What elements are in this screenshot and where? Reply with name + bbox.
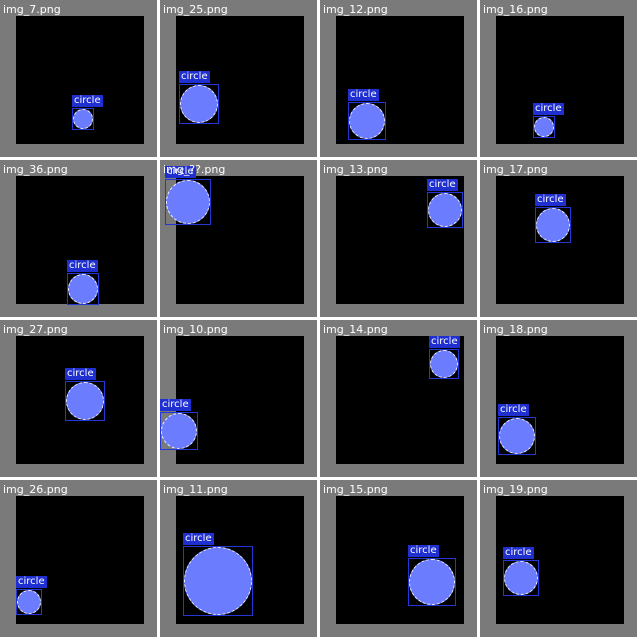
image-tile[interactable]: circle img_7.png	[0, 0, 157, 157]
circle-shape	[536, 208, 570, 242]
circle-shape	[180, 85, 218, 123]
circle-shape	[504, 561, 538, 595]
image-filename: img_15.png	[323, 483, 388, 496]
detection-label: circle	[65, 368, 96, 380]
detection-label: circle	[179, 71, 210, 83]
circle-shape	[17, 590, 41, 614]
image-filename: img_7.png	[3, 3, 61, 16]
image-tile[interactable]: circle img_19.png	[480, 480, 637, 637]
detection-label: circle	[535, 194, 566, 206]
bounding-box	[72, 108, 94, 130]
image-tile[interactable]: circle img_14.png	[320, 320, 477, 477]
bounding-box	[348, 102, 386, 140]
bounding-box	[67, 273, 99, 305]
bounding-box	[65, 381, 105, 421]
circle-shape	[534, 117, 554, 137]
image-filename: img_12.png	[323, 3, 388, 16]
circle-shape	[430, 350, 458, 378]
image-filename: img_19.png	[483, 483, 548, 496]
image-tile[interactable]: circle img_18.png	[480, 320, 637, 477]
image-canvas	[336, 496, 464, 624]
circle-shape	[499, 418, 535, 454]
image-filename: img_11.png	[163, 483, 228, 496]
image-filename: img_17.png	[483, 163, 548, 176]
detection-label: circle	[503, 547, 534, 559]
detection-label: circle	[533, 103, 564, 115]
image-tile[interactable]: circle img_12.png	[320, 0, 477, 157]
circle-shape	[66, 382, 104, 420]
image-filename: img_16.png	[483, 3, 548, 16]
bounding-box	[535, 207, 571, 243]
circle-shape	[349, 103, 385, 139]
bounding-box	[16, 589, 42, 615]
detection-label: circle	[498, 404, 529, 416]
bounding-box	[160, 412, 198, 450]
image-filename: img_25.png	[163, 3, 228, 16]
bounding-box	[408, 558, 456, 606]
bounding-box	[165, 179, 211, 225]
detection-label: circle	[160, 399, 191, 411]
image-filename: img_??.png	[163, 163, 226, 176]
bounding-box	[503, 560, 539, 596]
circle-shape	[166, 180, 210, 224]
image-filename: img_10.png	[163, 323, 228, 336]
image-tile[interactable]: circle img_??.png	[160, 160, 317, 317]
detection-label: circle	[72, 95, 103, 107]
circle-shape	[428, 193, 462, 227]
detection-label: circle	[67, 260, 98, 272]
image-tile[interactable]: circle img_27.png	[0, 320, 157, 477]
image-tile[interactable]: circle img_10.png	[160, 320, 317, 477]
image-tile[interactable]: circle img_36.png	[0, 160, 157, 317]
detection-label: circle	[427, 179, 458, 191]
bounding-box	[498, 417, 536, 455]
detection-label: circle	[408, 545, 439, 557]
circle-shape	[184, 547, 252, 615]
detection-label: circle	[16, 576, 47, 588]
image-tile[interactable]: circle img_26.png	[0, 480, 157, 637]
circle-shape	[73, 109, 93, 129]
bounding-box	[427, 192, 463, 228]
image-tile[interactable]: circle img_16.png	[480, 0, 637, 157]
image-filename: img_14.png	[323, 323, 388, 336]
detection-label: circle	[348, 89, 379, 101]
image-tile[interactable]: circle img_17.png	[480, 160, 637, 317]
circle-shape	[409, 559, 455, 605]
image-filename: img_26.png	[3, 483, 68, 496]
image-tile[interactable]: circle img_15.png	[320, 480, 477, 637]
image-filename: img_13.png	[323, 163, 388, 176]
bounding-box	[179, 84, 219, 124]
image-canvas	[496, 16, 624, 144]
image-tile[interactable]: circle img_13.png	[320, 160, 477, 317]
image-filename: img_18.png	[483, 323, 548, 336]
image-filename: img_27.png	[3, 323, 68, 336]
bounding-box	[533, 116, 555, 138]
detection-label: circle	[183, 533, 214, 545]
detection-label: circle	[165, 166, 196, 178]
image-tile[interactable]: circle img_11.png	[160, 480, 317, 637]
circle-shape	[68, 274, 98, 304]
bounding-box	[429, 349, 459, 379]
circle-shape	[161, 413, 197, 449]
image-tile[interactable]: circle img_25.png	[160, 0, 317, 157]
detection-label: circle	[429, 336, 460, 348]
image-filename: img_36.png	[3, 163, 68, 176]
bounding-box	[183, 546, 253, 616]
